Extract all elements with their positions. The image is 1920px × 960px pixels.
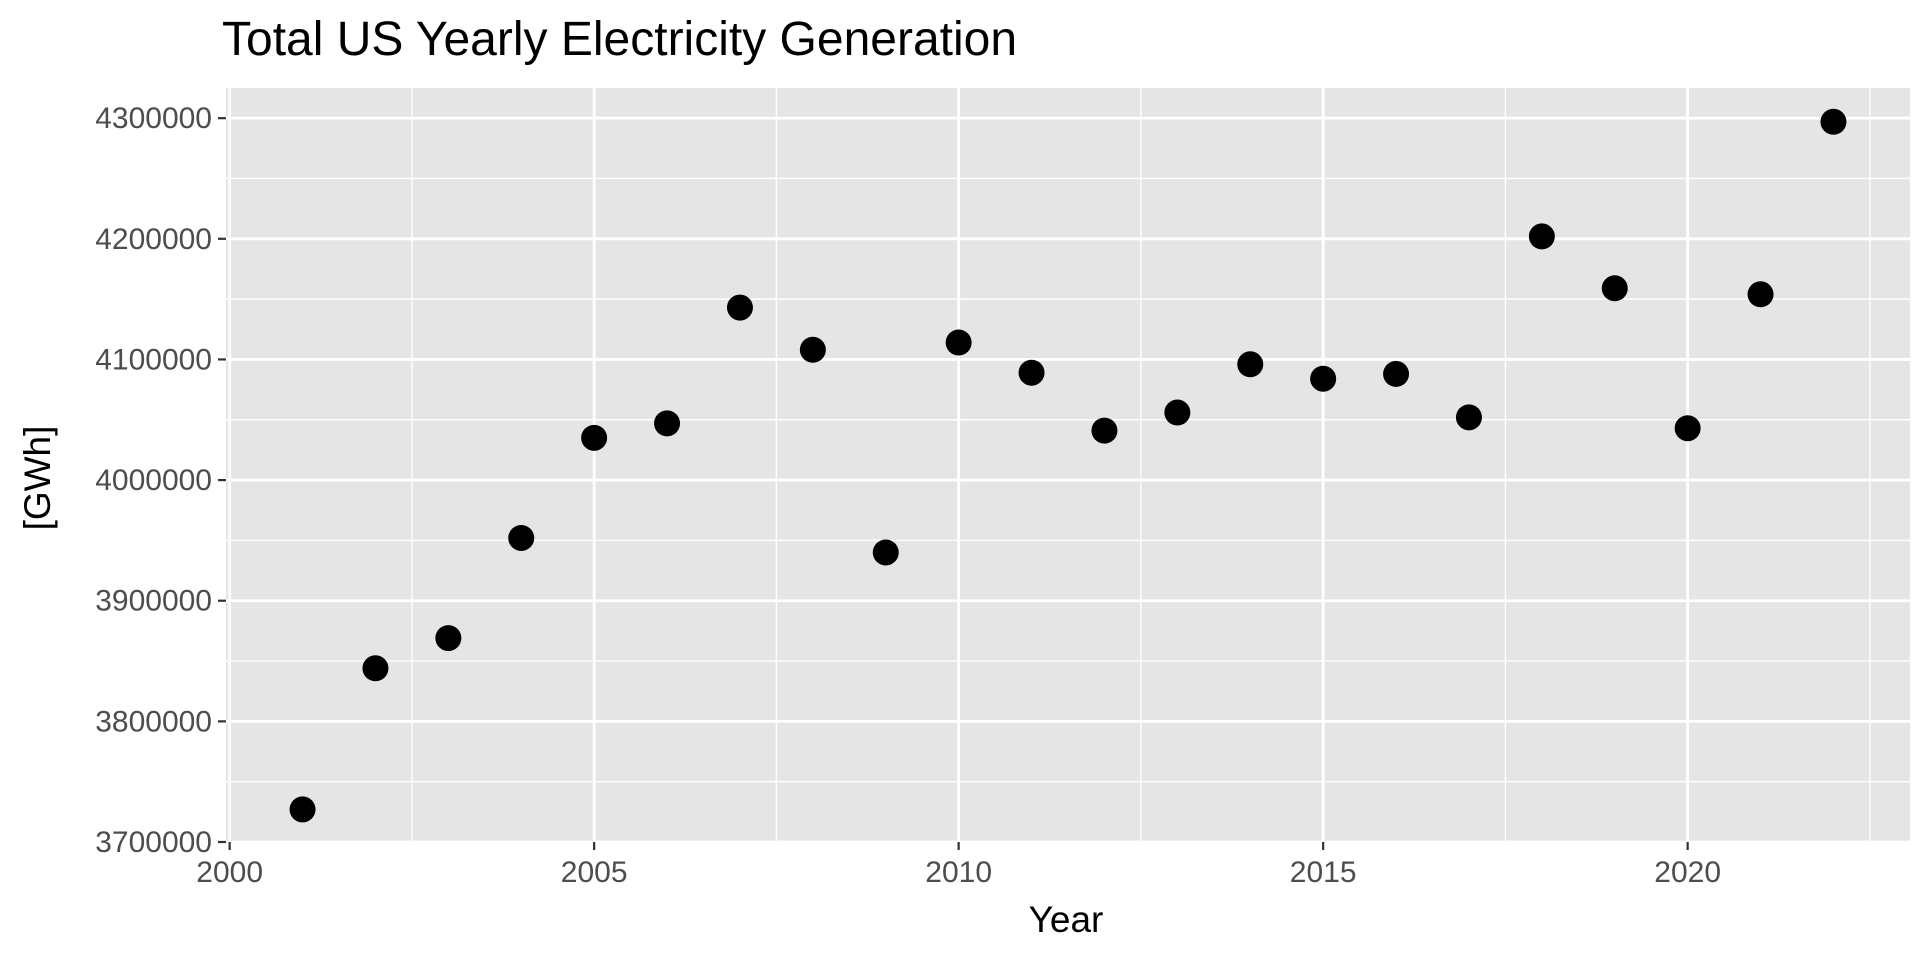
data-point	[289, 796, 316, 823]
x-tick-label: 2020	[1654, 856, 1721, 889]
data-point	[1820, 108, 1847, 135]
data-point	[945, 329, 972, 356]
y-tick-label: 4200000	[95, 223, 212, 256]
chart-title: Total US Yearly Electricity Generation	[222, 13, 1017, 66]
minor-gridlines	[226, 88, 1910, 842]
x-axis-title: Year	[1029, 899, 1104, 940]
y-tick-label: 3800000	[95, 705, 212, 738]
data-point	[872, 539, 899, 566]
y-tick-label: 4000000	[95, 464, 212, 497]
data-point	[799, 336, 826, 363]
y-axis: 3700000 3800000 3900000 4000000 4100000 42000…	[95, 102, 226, 859]
data-point	[581, 424, 608, 451]
data-point	[1310, 365, 1337, 392]
data-point	[654, 410, 681, 437]
data-point	[726, 294, 753, 321]
data-point	[362, 655, 389, 682]
y-tick-label: 3900000	[95, 585, 212, 618]
x-tick-label: 2010	[925, 856, 992, 889]
data-point	[435, 625, 462, 652]
data-point	[1018, 359, 1045, 386]
data-point	[1455, 404, 1482, 431]
y-tick-label: 4100000	[95, 343, 212, 376]
y-tick-label: 4300000	[95, 102, 212, 135]
x-tick-label: 2015	[1290, 856, 1357, 889]
data-point	[1237, 351, 1264, 378]
data-point	[1674, 415, 1701, 442]
data-point	[1747, 281, 1774, 308]
data-point	[1091, 417, 1118, 444]
y-tick-label: 3700000	[95, 826, 212, 859]
data-points	[289, 108, 1847, 823]
major-gridlines	[226, 88, 1910, 844]
data-point	[1601, 275, 1628, 302]
y-axis-title: [GWh]	[17, 426, 58, 531]
data-point	[1383, 360, 1410, 387]
x-tick-label: 2005	[561, 856, 628, 889]
plot-panel	[226, 88, 1910, 842]
data-point	[1528, 223, 1555, 250]
data-point	[1164, 399, 1191, 426]
data-point	[508, 524, 535, 551]
x-axis: 2000 2005 2010 2015 2020	[196, 842, 1721, 889]
x-tick-label: 2000	[196, 856, 263, 889]
